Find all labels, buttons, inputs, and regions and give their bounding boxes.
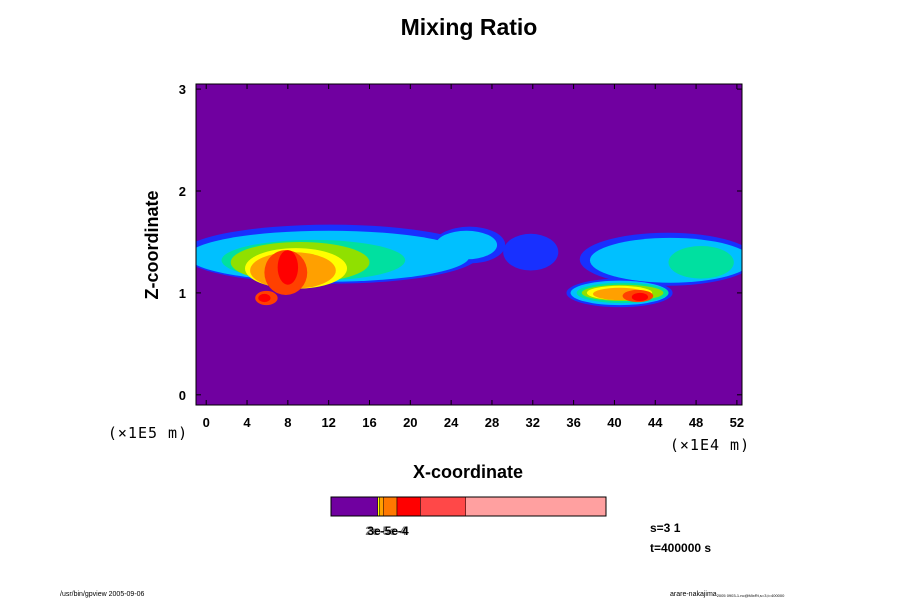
- y-axis-label: Z-coordinate: [142, 190, 162, 299]
- time-info: t=400000 s: [650, 541, 711, 555]
- contour-region: [631, 292, 649, 302]
- y-tick-label: 2: [179, 184, 186, 199]
- colorbar-label: 3e-5e-4: [367, 524, 409, 538]
- x-tick-label: 12: [321, 415, 335, 430]
- x-tick-label: 44: [648, 415, 663, 430]
- x-tick-label: 20: [403, 415, 417, 430]
- x-tick-label: 8: [284, 415, 291, 430]
- colorbar-segment: [383, 496, 398, 517]
- mixing-ratio-field: [196, 224, 742, 308]
- y-tick-label: 3: [179, 82, 186, 97]
- x-tick-label: 0: [203, 415, 210, 430]
- x-tick-label: 24: [444, 415, 459, 430]
- contour-region: [668, 246, 734, 279]
- y-axis-unit: (×1E5 m): [108, 424, 188, 442]
- footer-right: arare-nakajima2005 0903-1.nc@MixRt,s=3,t…: [670, 591, 785, 598]
- plot-frame: [195, 83, 743, 406]
- slice-info: s=3 1: [650, 521, 681, 535]
- x-tick-label: 16: [362, 415, 376, 430]
- x-tick-label: 40: [607, 415, 621, 430]
- x-tick-label: 36: [566, 415, 580, 430]
- x-axis-label: X-coordinate: [413, 462, 523, 482]
- y-axis-ticks: 0 1 2 3: [179, 82, 742, 403]
- x-tick-label: 52: [730, 415, 744, 430]
- chart-title: Mixing Ratio: [400, 14, 538, 40]
- colorbar-segment: [377, 496, 380, 517]
- colorbar-segment: [420, 496, 466, 517]
- y-tick-label: 1: [179, 286, 186, 301]
- contour-region: [503, 233, 559, 271]
- x-tick-label: 48: [689, 415, 703, 430]
- x-axis-unit: (×1E4 m): [670, 436, 750, 454]
- colorbar-segment: [330, 496, 378, 517]
- x-tick-label: 4: [243, 415, 251, 430]
- contour-region: [277, 250, 299, 285]
- contour-layer: [258, 250, 649, 303]
- colorbar-segment: [396, 496, 421, 517]
- x-axis-ticks: 0 4 8 12 16 20 24 28 32 36 40 44 48 52: [203, 84, 744, 430]
- colorbar-segment: [465, 496, 607, 517]
- x-tick-label: 32: [526, 415, 540, 430]
- x-tick-label: 28: [485, 415, 499, 430]
- colorbar-frame: [330, 496, 607, 517]
- colorbar-label-overlay: 2e-5e-4: [365, 524, 407, 538]
- contour-region: [258, 293, 271, 303]
- colorbar: [330, 496, 607, 517]
- y-tick-label: 0: [179, 388, 186, 403]
- footer-left: /usr/bin/gpview 2005-09-06: [60, 591, 145, 598]
- contour-region: [435, 230, 498, 260]
- colorbar-segment: [379, 496, 384, 517]
